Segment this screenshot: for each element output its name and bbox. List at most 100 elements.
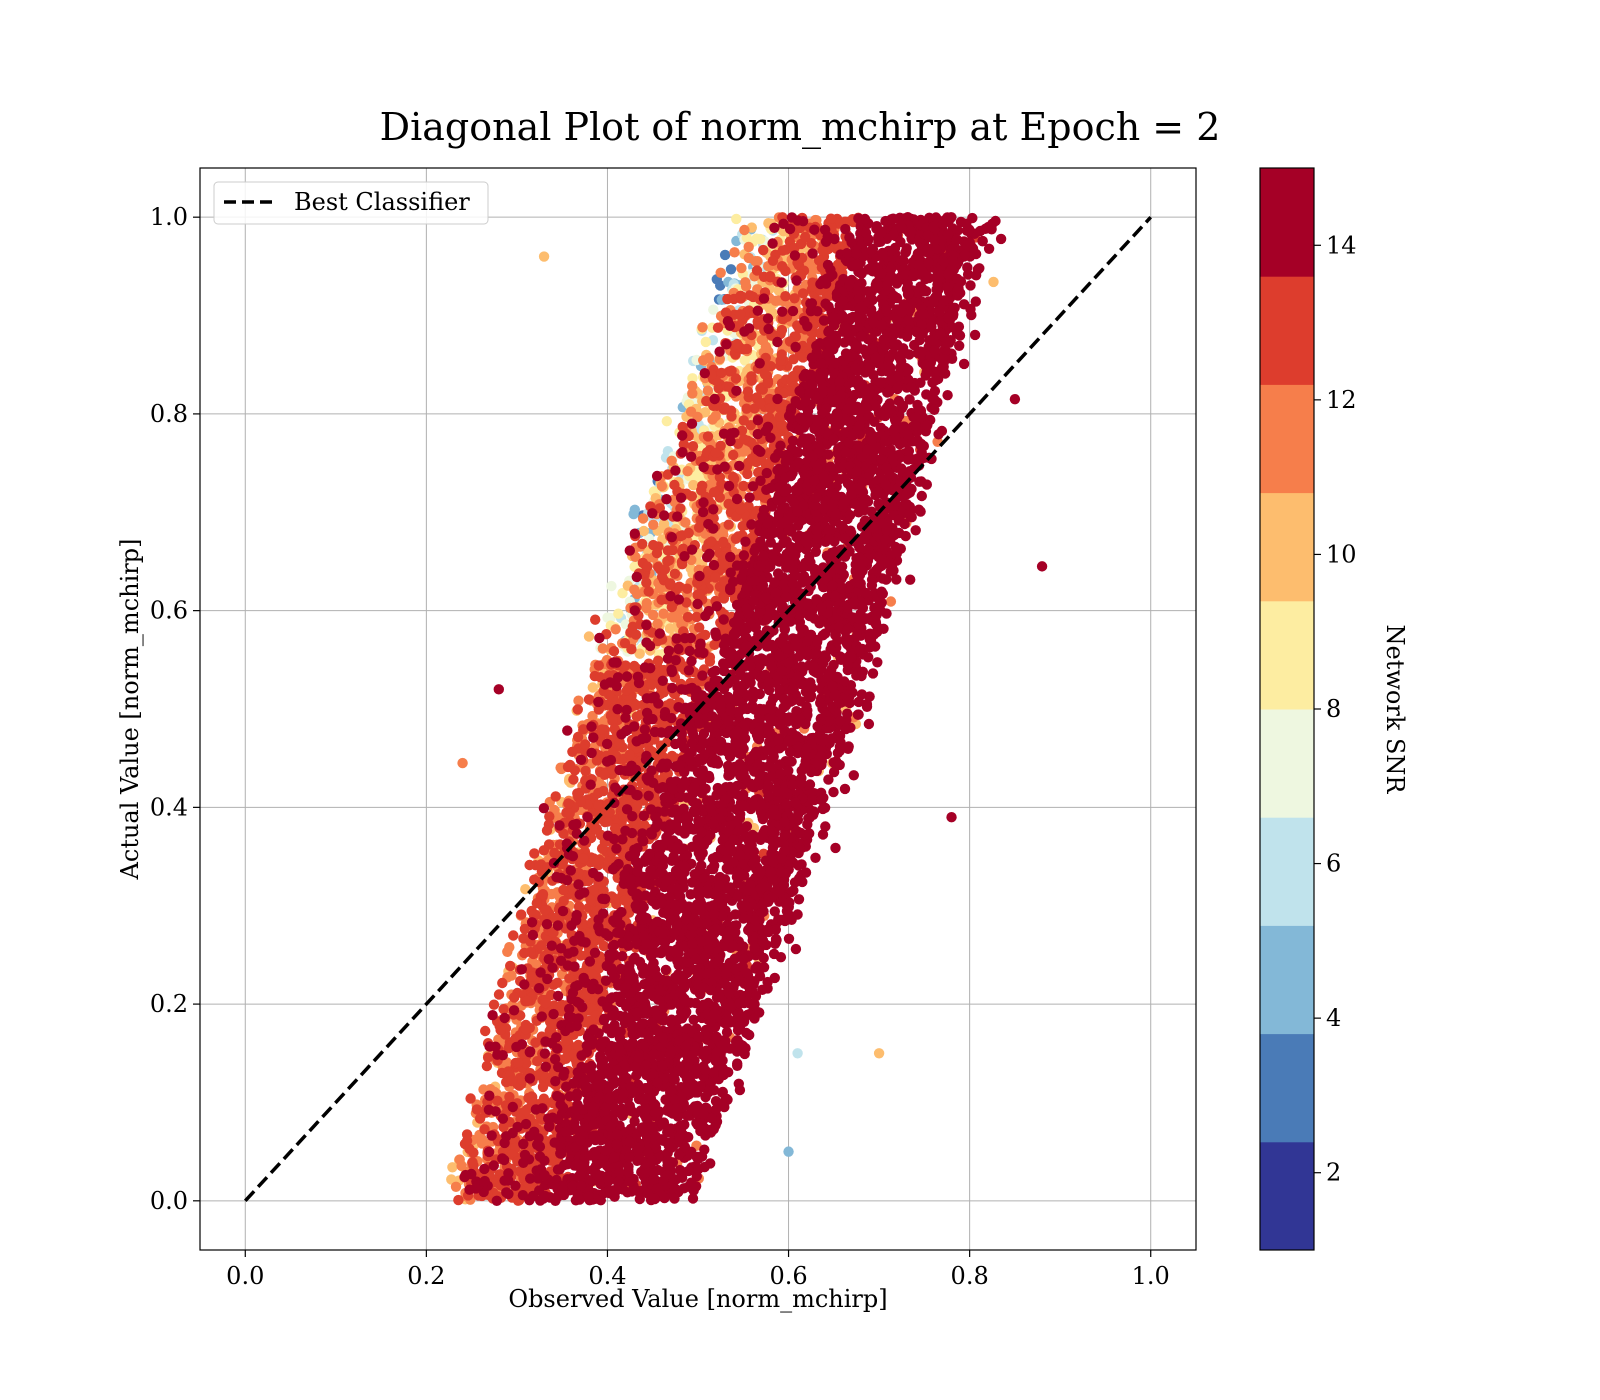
scatter-point [593, 871, 604, 882]
scatter-point [682, 466, 693, 477]
scatter-point [885, 596, 897, 607]
scatter-point [465, 1093, 476, 1104]
scatter-point [683, 527, 694, 539]
scatter-point [661, 416, 672, 427]
scatter-point [708, 559, 720, 571]
scatter-point [712, 322, 724, 333]
scatter-points [446, 212, 1048, 1207]
scatter-point [754, 398, 766, 409]
scatter-point [728, 449, 739, 461]
scatter-point [759, 369, 771, 380]
scatter-point [447, 1162, 458, 1173]
scatter-point [631, 588, 643, 600]
scatter-point [546, 1022, 557, 1034]
scatter-point [643, 586, 654, 597]
scatter-point [746, 453, 758, 464]
scatter-point [647, 508, 658, 519]
scatter-point [658, 608, 669, 619]
scatter-point [529, 874, 540, 885]
scatter-point [737, 520, 748, 532]
scatter-point [495, 1024, 506, 1036]
scatter-point [590, 614, 601, 625]
scatter-point [777, 306, 788, 317]
scatter-point [747, 481, 759, 492]
scatter-point [718, 536, 729, 548]
scatter-point [715, 267, 726, 278]
scatter-point [725, 551, 736, 563]
scatter-point [509, 992, 520, 1003]
scatter-point [867, 668, 879, 679]
scatter-point [524, 1047, 535, 1058]
scatter-point [698, 355, 709, 366]
scatter-point [467, 1157, 478, 1168]
scatter-point [767, 255, 779, 266]
scatter-point [564, 808, 575, 819]
scatter-point [550, 791, 561, 802]
scatter-point [723, 480, 735, 492]
scatter-point [687, 441, 699, 452]
scatter-point [708, 304, 719, 315]
scatter-point [583, 694, 595, 705]
scatter-point [710, 447, 721, 458]
scatter-point [585, 779, 596, 790]
scatter-point [673, 643, 684, 655]
scatter-point [723, 519, 734, 530]
scatter-point [637, 513, 649, 524]
scatter-point [697, 322, 708, 333]
scatter-point [686, 655, 697, 667]
scatter-point [612, 704, 623, 715]
scatter-point [598, 940, 609, 952]
scatter-point [739, 355, 750, 366]
scatter-point [629, 504, 640, 515]
scatter-point [783, 410, 795, 422]
scatter-point [597, 643, 608, 654]
scatter-point [631, 699, 642, 711]
scatter-point [540, 1061, 551, 1073]
scatter-point [610, 624, 621, 635]
scatter-point [487, 1010, 498, 1021]
scatter-point [552, 977, 563, 988]
scatter-point [765, 271, 776, 282]
scatter-point [567, 746, 578, 757]
scatter-point [651, 470, 663, 482]
scatter-point [498, 1004, 509, 1015]
scatter-point [661, 494, 672, 505]
scatter-point [516, 909, 527, 920]
scatter-point [557, 905, 569, 917]
scatter-point [578, 853, 589, 864]
scatter-point [524, 1073, 536, 1084]
scatter-point [548, 1008, 559, 1020]
scatter-point [471, 1104, 483, 1115]
scatter-point [730, 373, 742, 384]
scatter-point [669, 568, 681, 579]
scatter-point [599, 679, 611, 690]
scatter-point [656, 594, 667, 605]
scatter-point [797, 288, 809, 299]
scatter-point [493, 989, 505, 1000]
scatter-point [731, 213, 742, 225]
scatter-point [740, 277, 751, 288]
scatter-point [752, 415, 764, 426]
scatter-point [484, 1090, 495, 1101]
scatter-point [632, 671, 644, 682]
scatter-point [549, 847, 560, 859]
scatter-point [621, 685, 632, 696]
scatter-point [617, 588, 628, 599]
scatter-point [555, 1099, 566, 1110]
scatter-point [540, 997, 551, 1009]
scatter-point [752, 305, 763, 316]
scatter-point [497, 977, 508, 989]
scatter-point [710, 627, 721, 638]
scatter-point [741, 403, 752, 414]
scatter-point [719, 249, 731, 261]
scatter-point [513, 1057, 524, 1069]
scatter-point [746, 375, 757, 386]
scatter-point [763, 323, 774, 335]
scatter-point [647, 609, 659, 621]
scatter-point [624, 749, 635, 760]
scatter-point [550, 1076, 561, 1087]
scatter-point [810, 852, 821, 863]
scatter-point [486, 1130, 497, 1141]
scatter-point [519, 947, 530, 959]
scatter-point [788, 354, 799, 365]
